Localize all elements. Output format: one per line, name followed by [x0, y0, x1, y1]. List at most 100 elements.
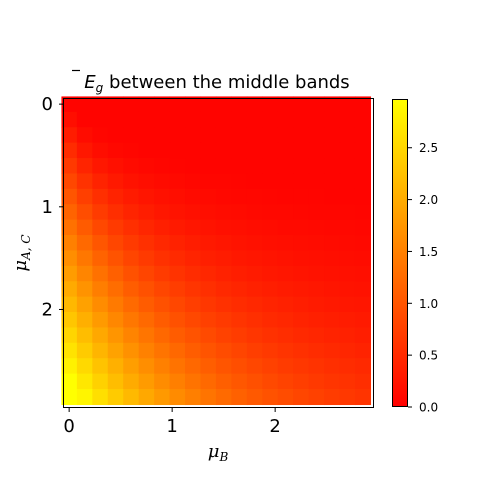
heatmap-cell: [123, 296, 140, 313]
x-axis-label-sub: B: [218, 450, 228, 464]
heatmap-cell: [246, 173, 263, 190]
heatmap-cell: [200, 373, 217, 390]
heatmap-cell: [293, 204, 310, 221]
heatmap-cell: [215, 312, 232, 329]
heatmap-cell: [324, 281, 341, 298]
heatmap-cell: [277, 389, 294, 406]
heatmap-cell: [293, 158, 310, 175]
y-tick-label: 2: [42, 299, 53, 320]
heatmap-cell: [76, 342, 93, 359]
heatmap-cell: [231, 235, 248, 252]
heatmap-cell: [339, 358, 356, 375]
heatmap-cell: [308, 250, 325, 267]
heatmap-cell: [200, 312, 217, 329]
heatmap-cell: [231, 158, 248, 175]
heatmap-cell: [277, 219, 294, 236]
heatmap-cell: [138, 342, 155, 359]
heatmap-cell: [138, 389, 155, 406]
heatmap-cell: [107, 127, 124, 144]
heatmap-cell: [231, 281, 248, 298]
heatmap-cell: [262, 204, 279, 221]
heatmap-cell: [246, 327, 263, 344]
heatmap-cell: [169, 219, 186, 236]
heatmap-cell: [154, 312, 171, 329]
heatmap-cell: [277, 111, 294, 128]
heatmap-cell: [354, 219, 372, 236]
heatmap-cell: [293, 188, 310, 205]
heatmap-cell: [293, 358, 310, 375]
heatmap-cell: [200, 188, 217, 205]
heatmap-cell: [308, 204, 325, 221]
heatmap-cell: [308, 235, 325, 252]
heatmap-cell: [277, 296, 294, 313]
heatmap-cell: [308, 358, 325, 375]
heatmap-cell: [185, 173, 202, 190]
heatmap-cell: [324, 127, 341, 144]
heatmap-cell: [185, 127, 202, 144]
heatmap-cell: [107, 358, 124, 375]
heatmap-cell: [169, 111, 186, 128]
heatmap-cell: [246, 96, 263, 113]
title-text: between the middle bands: [103, 72, 349, 93]
heatmap-cell: [169, 96, 186, 113]
heatmap-cell: [246, 389, 263, 406]
heatmap-cell: [262, 219, 279, 236]
heatmap-cell: [354, 296, 372, 313]
heatmap-cell: [200, 204, 217, 221]
heatmap-cell: [324, 204, 341, 221]
heatmap-cell: [308, 373, 325, 390]
heatmap-cell: [61, 173, 78, 190]
heatmap-cell: [324, 312, 341, 329]
heatmap-cell: [277, 358, 294, 375]
heatmap-cell: [324, 358, 341, 375]
heatmap-cell: [138, 204, 155, 221]
heatmap-cell: [231, 219, 248, 236]
heatmap-cell: [308, 111, 325, 128]
heatmap-cell: [76, 158, 93, 175]
heatmap-cell: [354, 312, 372, 329]
heatmap-cell: [308, 312, 325, 329]
heatmap-cell: [293, 142, 310, 159]
heatmap-cell: [138, 111, 155, 128]
heatmap-cell: [354, 265, 372, 282]
heatmap-cell: [154, 389, 171, 406]
heatmap-cell: [324, 265, 341, 282]
heatmap-cell: [262, 281, 279, 298]
heatmap-cell: [354, 188, 372, 205]
heatmap-cell: [76, 219, 93, 236]
heatmap-cell: [231, 389, 248, 406]
heatmap-cell: [246, 281, 263, 298]
heatmap-cell: [61, 142, 78, 159]
heatmap-cell: [154, 358, 171, 375]
heatmap-cell: [308, 142, 325, 159]
heatmap-cell: [92, 173, 109, 190]
heatmap-cell: [185, 250, 202, 267]
heatmap-cell: [262, 158, 279, 175]
heatmap-cell: [215, 219, 232, 236]
heatmap-cell: [215, 342, 232, 359]
y-axis-label: μA, C: [10, 234, 33, 271]
heatmap-cell: [185, 188, 202, 205]
x-tick-label: 2: [269, 416, 280, 437]
heatmap-cell: [200, 358, 217, 375]
heatmap-cell: [354, 142, 372, 159]
heatmap-cell: [154, 281, 171, 298]
heatmap-cell: [138, 96, 155, 113]
heatmap-cell: [215, 235, 232, 252]
heatmap-cell: [308, 296, 325, 313]
heatmap-cell: [61, 188, 78, 205]
heatmap-cell: [231, 173, 248, 190]
heatmap-cell: [231, 127, 248, 144]
heatmap-cell: [293, 96, 310, 113]
heatmap-cell: [123, 312, 140, 329]
heatmap-cell: [92, 312, 109, 329]
heatmap-cell: [92, 342, 109, 359]
heatmap-cell: [324, 389, 341, 406]
heatmap-cell: [308, 265, 325, 282]
heatmap-cell: [169, 235, 186, 252]
heatmap-cell: [215, 158, 232, 175]
heatmap-cell: [61, 358, 78, 375]
heatmap-cell: [92, 373, 109, 390]
heatmap-cell: [92, 188, 109, 205]
heatmap-cell: [277, 158, 294, 175]
